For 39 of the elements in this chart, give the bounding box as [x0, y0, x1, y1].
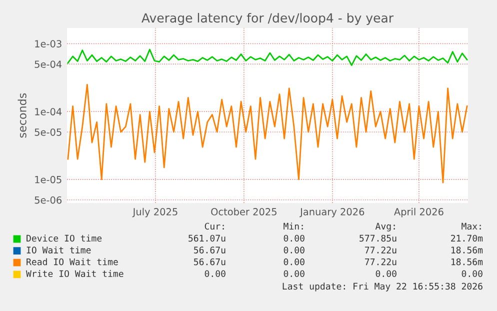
text: 0.00: [462, 270, 482, 278]
text: 0.00: [284, 234, 304, 242]
text: Min:: [284, 222, 303, 230]
text: 56.67u: [194, 246, 226, 254]
text: 561.07u: [188, 234, 226, 242]
y-axis-title: seconds: [18, 93, 26, 138]
x-tick-label: April 2026: [394, 208, 444, 218]
text: Max:: [462, 222, 481, 230]
line-series: [67, 84, 468, 184]
text: Last update: Fri May 22 16:55:38 2026: [282, 282, 482, 292]
text: 0.00: [376, 270, 396, 278]
text: 0.00: [284, 270, 304, 278]
x-tick-label: January 2026: [300, 208, 364, 218]
y-tick-label: 1e-04: [35, 108, 62, 116]
y-tick-label: 1e-03: [35, 40, 62, 48]
legend-label: Device IO time: [26, 234, 102, 242]
line-series: [67, 48, 468, 66]
text: 77.22u: [365, 246, 396, 254]
legend-label: Write IO Wait time: [26, 270, 124, 278]
legend-label: Read IO Wait time: [26, 258, 118, 266]
y-tick-label: 5e-06: [34, 196, 62, 204]
x-tick-label: July 2025: [132, 208, 178, 218]
text: Avg:: [375, 222, 395, 232]
x-tick-label: October 2025: [211, 208, 276, 216]
legend-label: IO Wait time: [26, 246, 91, 254]
text: 0.00: [284, 246, 304, 254]
y-tick-label: 5e-04: [34, 60, 62, 68]
text: 577.85u: [360, 234, 396, 242]
text: 77.22u: [365, 258, 396, 266]
text: 21.70m: [451, 234, 483, 242]
text: 56.67u: [194, 258, 226, 266]
y-tick-label: 1e-05: [35, 176, 62, 184]
y-tick-label: 5e-05: [34, 128, 62, 136]
text: 18.56m: [451, 258, 483, 266]
text: 0.00: [204, 270, 226, 278]
text: 0.00: [284, 258, 304, 266]
chart-title: Average latency for /dev/loop4 - by year: [142, 12, 394, 26]
text: 18.56m: [451, 246, 483, 254]
text: Cur:: [204, 222, 224, 230]
